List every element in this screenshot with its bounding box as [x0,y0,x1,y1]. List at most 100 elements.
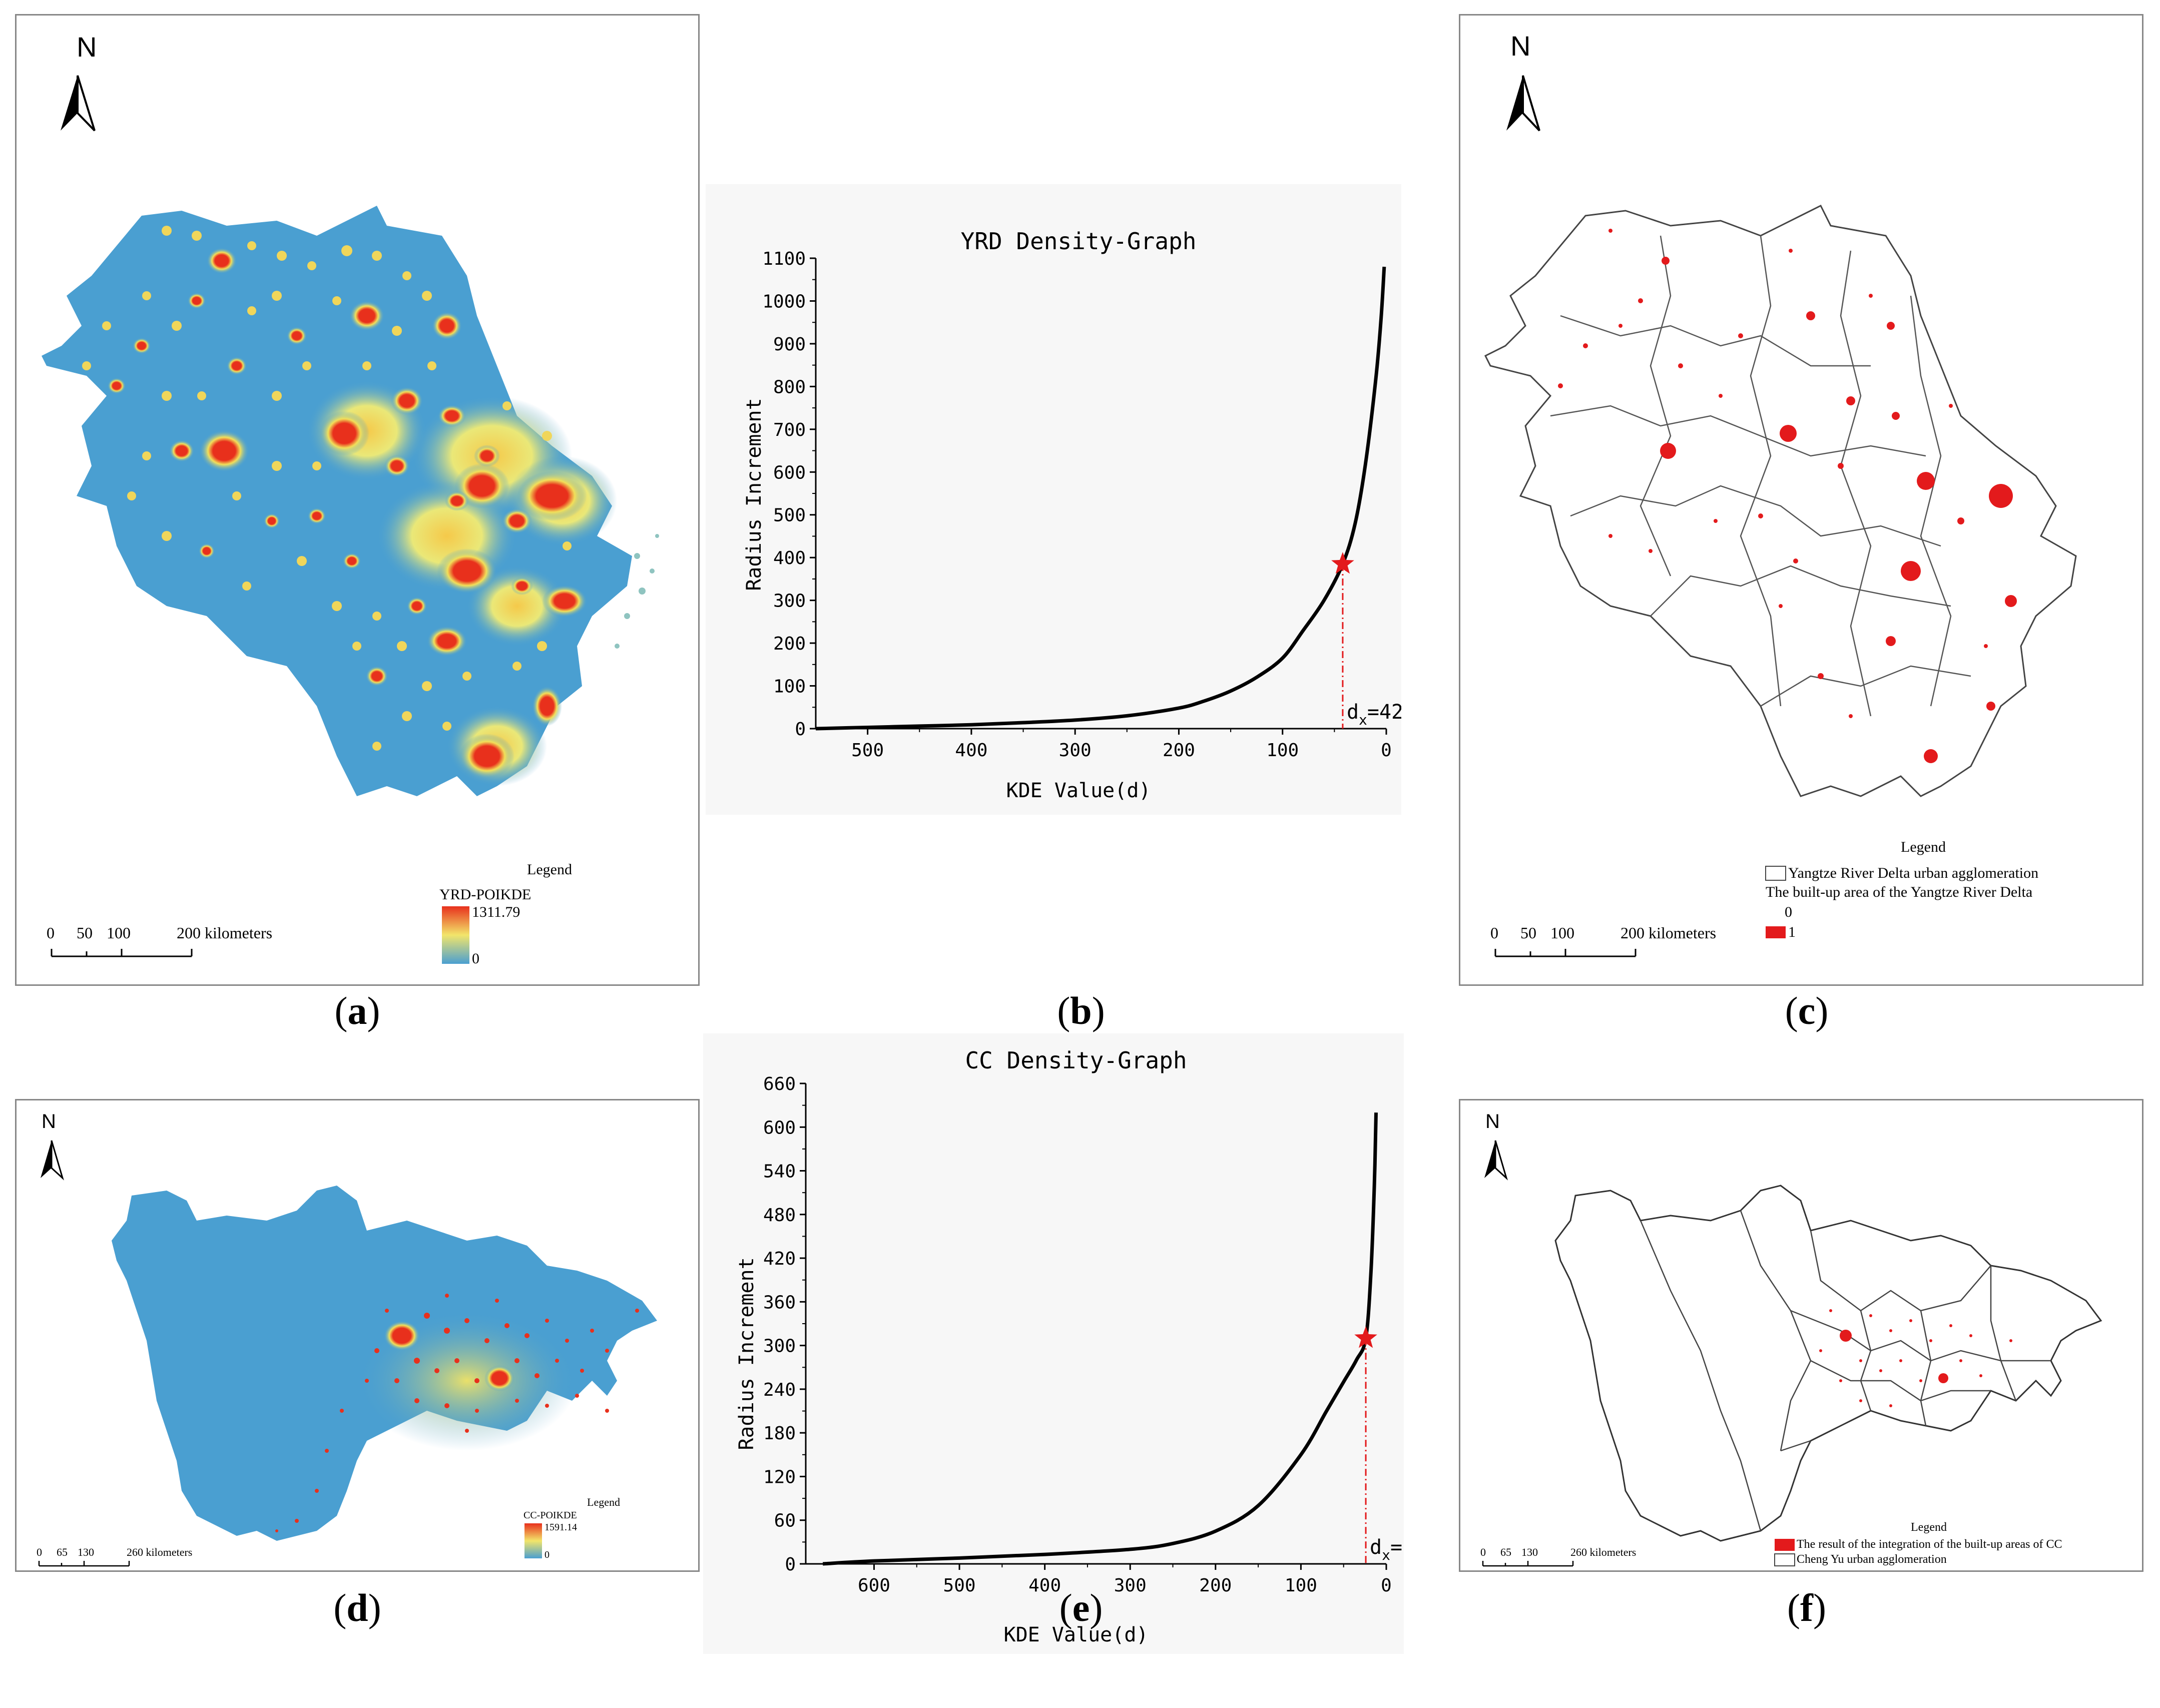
scale-label-50: 50 [1520,924,1536,942]
y-tick-label: 420 [763,1249,796,1269]
legend-max: 1311.79 [472,904,520,920]
legend-builtup-swatch [1766,926,1786,938]
scale-label-260: 260 kilometers [127,1546,193,1558]
north-arrow-icon [61,75,96,132]
scale-bar [1482,1561,1574,1567]
x-tick-label: 500 [851,740,884,761]
data-curve [815,266,1386,731]
scale-label-200: 200 kilometers [177,924,273,942]
y-tick-label: 660 [763,1074,796,1094]
y-tick-label: 120 [763,1467,796,1487]
x-tick-label: 100 [1285,1575,1317,1596]
legend-layer-name: CC-POIKDE [523,1510,577,1521]
caption-c: (c) [1785,989,1829,1032]
y-tick-label: 900 [773,334,806,355]
y-tick-label: 100 [773,677,806,697]
threshold-star-marker [1331,552,1354,574]
caption-d: (d) [333,1586,381,1629]
x-tick-label: 100 [1266,740,1299,761]
legend-min: 0 [472,950,479,967]
legend-val-1: 1 [1788,924,1796,940]
scale-label-50: 50 [77,924,93,942]
legend-title: Legend [1901,839,1946,855]
scale-label-260: 260 kilometers [1570,1546,1637,1558]
threshold-label: dx=24 [1370,1536,1404,1563]
caption-b: (b) [1057,989,1105,1032]
x-tick-label: 0 [1381,1575,1392,1596]
caption-e: (e) [1059,1586,1103,1629]
legend-layer-name: YRD-POIKDE [439,886,531,903]
y-tick-label: 600 [763,1117,796,1138]
scale-label-100: 100 [1550,924,1574,942]
map-cc-kde [38,1140,657,1567]
legend-max: 1591.14 [545,1522,577,1533]
caption-f: (f) [1787,1586,1826,1629]
chart-yrd-density: YRD Density-Graph 0 100 200 300 400 500 600 700… [706,184,1401,815]
builtup-areas [1558,229,2017,763]
scale-label-130: 130 [78,1546,94,1558]
map-panel-d: N [15,1099,700,1572]
legend-item-boundary: Yangtze River Delta urban agglomeration [1788,865,2039,881]
scale-label-0: 0 [37,1546,42,1558]
chart-ylabel: Radius Increment [735,1257,758,1450]
north-arrow-icon [1506,75,1540,132]
chart-cc-density: CC Density-Graph 0 60 120 180 240 300 360 420 48… [703,1033,1404,1654]
kde-small-spots [275,1294,639,1532]
map-panel-a: N [15,14,700,986]
y-tick-label: 700 [773,420,806,440]
kde-hot-spots [108,248,587,779]
caption-a: (a) [334,989,380,1032]
x-tick-label: 0 [1381,740,1392,761]
map-yrd-builtup [1484,75,2077,957]
legend-boundary-swatch [1765,866,1786,881]
legend-min: 0 [545,1549,550,1560]
north-arrow-label: N [77,31,97,63]
y-tick-label: 300 [763,1336,796,1357]
north-arrow-label: N [1510,30,1531,62]
y-tick-label: 240 [763,1380,796,1400]
y-tick-label: 540 [763,1162,796,1182]
map-cc-builtup [1482,1140,2102,1567]
threshold-star-marker [1354,1326,1377,1348]
scale-label-0: 0 [1490,924,1498,942]
chart-xlabel: KDE Value(d) [1004,1623,1149,1646]
north-arrow-label: N [1485,1110,1500,1132]
legend-color-ramp [442,906,469,964]
y-tick-label: 300 [773,591,806,612]
legend-title: Legend [527,861,572,878]
north-arrow-icon [41,1140,64,1181]
legend-item-builtup: The built-up area of the Yangtze River D… [1766,884,2033,900]
y-tick-label: 0 [785,1554,796,1575]
y-tick-label: 500 [773,505,806,526]
map-panel-c: N [1459,14,2143,986]
scale-label-200: 200 kilometers [1621,924,1717,942]
yrd-region-shape [42,206,632,796]
scale-label-0: 0 [47,924,55,942]
legend-builtup-swatch [1775,1539,1795,1551]
yrd-boundary [1484,204,2077,797]
data-curve [822,1112,1378,1566]
legend-color-ramp [524,1523,542,1558]
y-tick-label: 0 [795,719,806,740]
x-tick-label: 200 [1199,1575,1232,1596]
y-tick-label: 600 [773,462,806,483]
y-tick-label: 480 [763,1205,796,1226]
scale-label-65: 65 [1500,1546,1511,1558]
chart-ylabel: Radius Increment [743,398,766,591]
legend-val-0: 0 [1785,904,1792,920]
threshold-label: dx=42 [1347,701,1401,728]
y-tick-label: 360 [763,1292,796,1313]
legend-title: Legend [1911,1521,1947,1534]
scale-bar [38,1561,130,1567]
y-tick-label: 800 [773,377,806,397]
x-tick-label: 500 [943,1575,976,1596]
scale-label-65: 65 [57,1546,68,1558]
legend-boundary-swatch [1774,1553,1795,1566]
x-tick-label: 300 [1114,1575,1147,1596]
x-tick-label: 300 [1059,740,1092,761]
y-tick-label: 400 [773,548,806,568]
chart-title: YRD Density-Graph [961,228,1197,255]
north-arrow-label: N [42,1110,56,1132]
y-tick-label: 180 [763,1423,796,1444]
